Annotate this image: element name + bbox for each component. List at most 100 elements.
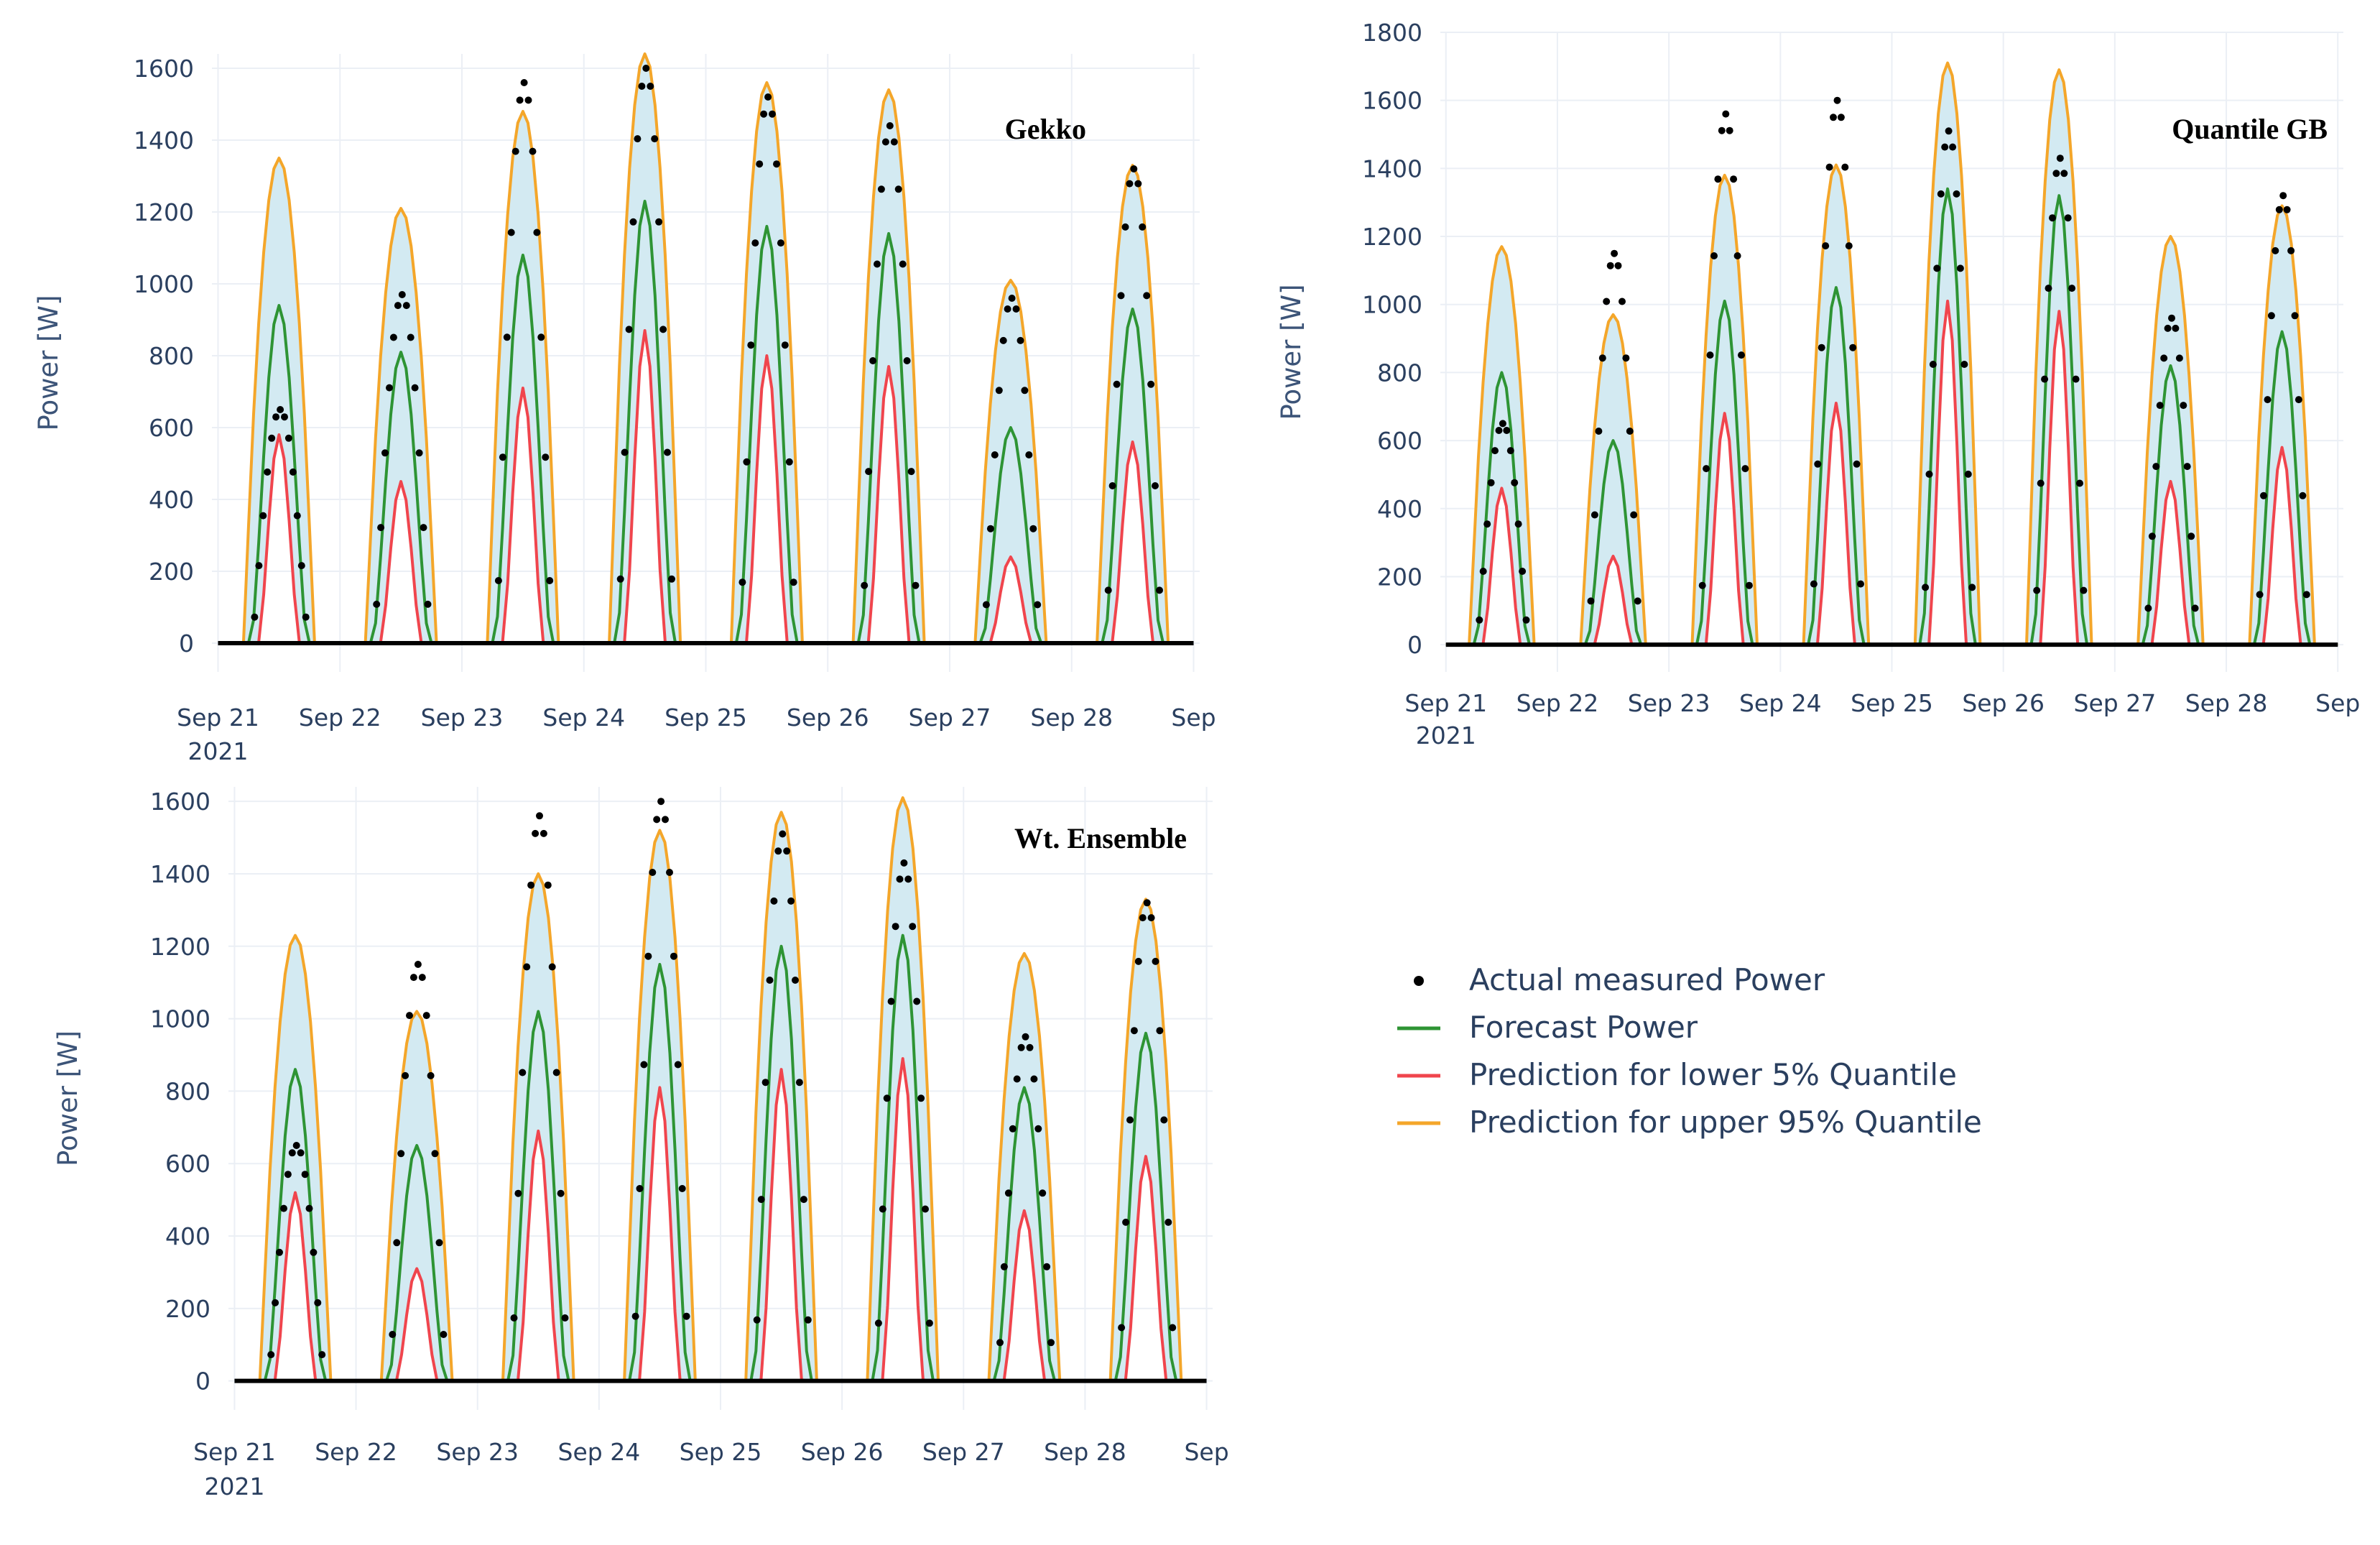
x-tick-label: Sep 21 bbox=[177, 704, 259, 732]
y-tick-label: 1000 bbox=[134, 270, 194, 298]
actual-power-point bbox=[2291, 312, 2299, 320]
actual-power-point bbox=[800, 1196, 807, 1204]
actual-power-point bbox=[881, 138, 889, 146]
x-tick-label: Sep 26 bbox=[1962, 689, 2045, 717]
quantile-band bbox=[1445, 63, 2338, 645]
actual-power-point bbox=[1147, 914, 1155, 922]
actual-power-point bbox=[1126, 180, 1134, 188]
x-tick-label: Sep 28 bbox=[1044, 1438, 1126, 1466]
actual-power-point bbox=[2068, 285, 2076, 292]
actual-power-point bbox=[402, 1071, 409, 1079]
actual-power-point bbox=[1849, 343, 1857, 351]
actual-power-point bbox=[431, 1150, 439, 1158]
actual-power-point bbox=[1104, 586, 1112, 594]
actual-power-point bbox=[394, 302, 402, 310]
actual-power-point bbox=[1034, 1125, 1042, 1133]
actual-power-point bbox=[420, 524, 427, 532]
actual-power-point bbox=[774, 847, 782, 855]
actual-power-point bbox=[1499, 420, 1506, 428]
actual-power-point bbox=[1034, 601, 1042, 609]
actual-power-point bbox=[272, 413, 280, 421]
actual-power-point bbox=[377, 524, 385, 532]
actual-power-point bbox=[1830, 114, 1837, 121]
actual-power-point bbox=[1156, 1027, 1164, 1035]
actual-power-point bbox=[804, 1316, 812, 1324]
actual-power-point bbox=[536, 812, 543, 820]
y-tick-label: 200 bbox=[1377, 563, 1422, 591]
actual-power-point bbox=[1122, 1218, 1130, 1226]
actual-power-point bbox=[292, 1142, 300, 1149]
legend-label: Actual measured Power bbox=[1469, 962, 1825, 997]
actual-power-point bbox=[507, 229, 515, 236]
x-tick-label: Sep 27 bbox=[2074, 689, 2157, 717]
actual-power-point bbox=[638, 83, 646, 90]
actual-power-point bbox=[2267, 312, 2275, 320]
actual-power-point bbox=[532, 829, 540, 837]
actual-power-point bbox=[310, 1248, 318, 1256]
actual-power-point bbox=[546, 577, 554, 584]
y-tick-label: 400 bbox=[1377, 495, 1422, 523]
actual-power-point bbox=[2264, 396, 2272, 404]
actual-power-point bbox=[764, 93, 772, 101]
actual-power-point bbox=[2175, 354, 2183, 362]
actual-power-point bbox=[874, 1319, 882, 1327]
actual-power-point bbox=[422, 1012, 430, 1020]
actual-power-point bbox=[903, 357, 911, 364]
actual-power-point bbox=[2260, 492, 2267, 499]
actual-power-point bbox=[2156, 402, 2164, 410]
actual-power-point bbox=[406, 1012, 413, 1020]
y-tick-label: 1600 bbox=[150, 788, 210, 816]
y-tick-label: 1200 bbox=[134, 198, 194, 226]
actual-power-point bbox=[1491, 447, 1499, 455]
actual-power-point bbox=[302, 613, 310, 621]
actual-power-point bbox=[1134, 180, 1142, 188]
actual-power-point bbox=[2302, 591, 2310, 599]
actual-power-point bbox=[415, 449, 423, 457]
actual-power-point bbox=[393, 1239, 401, 1247]
actual-power-point bbox=[267, 1351, 275, 1359]
actual-power-point bbox=[621, 448, 629, 456]
y-axis-title: Power [W] bbox=[1276, 284, 1307, 420]
x-tick-label: Sep bbox=[1171, 704, 1216, 732]
x-tick-label: Sep 21 bbox=[193, 1438, 276, 1466]
actual-power-point bbox=[747, 341, 755, 349]
actual-power-point bbox=[1922, 584, 1930, 591]
actual-power-point bbox=[264, 468, 272, 476]
actual-power-point bbox=[2045, 285, 2052, 292]
actual-power-point bbox=[904, 875, 912, 883]
actual-power-point bbox=[1710, 252, 1718, 259]
actual-power-point bbox=[1043, 1263, 1051, 1270]
actual-power-point bbox=[1126, 1116, 1134, 1124]
actual-power-point bbox=[305, 1204, 313, 1212]
actual-power-point bbox=[1822, 242, 1830, 250]
actual-power-point bbox=[890, 138, 898, 146]
actual-power-point bbox=[1945, 127, 1953, 135]
actual-power-point bbox=[1047, 1339, 1055, 1347]
actual-power-point bbox=[757, 1196, 765, 1204]
actual-power-point bbox=[766, 977, 774, 984]
y-tick-label: 600 bbox=[1377, 427, 1422, 455]
quantile-band bbox=[218, 54, 1194, 643]
actual-power-point bbox=[986, 525, 994, 532]
actual-power-point bbox=[259, 512, 267, 520]
actual-power-point bbox=[1937, 190, 1945, 198]
actual-power-point bbox=[1622, 354, 1630, 362]
actual-power-point bbox=[289, 468, 297, 476]
actual-power-point bbox=[542, 453, 550, 461]
actual-power-point bbox=[787, 897, 795, 905]
actual-power-point bbox=[414, 961, 422, 968]
actual-power-point bbox=[2256, 591, 2264, 599]
actual-power-point bbox=[642, 65, 650, 72]
actual-power-point bbox=[386, 384, 393, 392]
actual-power-point bbox=[636, 1185, 644, 1192]
actual-power-point bbox=[792, 977, 799, 984]
x-tick-label: Sep 24 bbox=[542, 704, 625, 732]
actual-power-point bbox=[760, 110, 768, 118]
actual-power-point bbox=[1012, 305, 1020, 313]
actual-power-point bbox=[756, 160, 764, 168]
actual-power-point bbox=[1837, 114, 1845, 121]
quantile-band bbox=[234, 798, 1207, 1381]
actual-power-point bbox=[411, 384, 419, 392]
actual-power-point bbox=[2279, 192, 2287, 200]
actual-power-point bbox=[743, 458, 751, 466]
